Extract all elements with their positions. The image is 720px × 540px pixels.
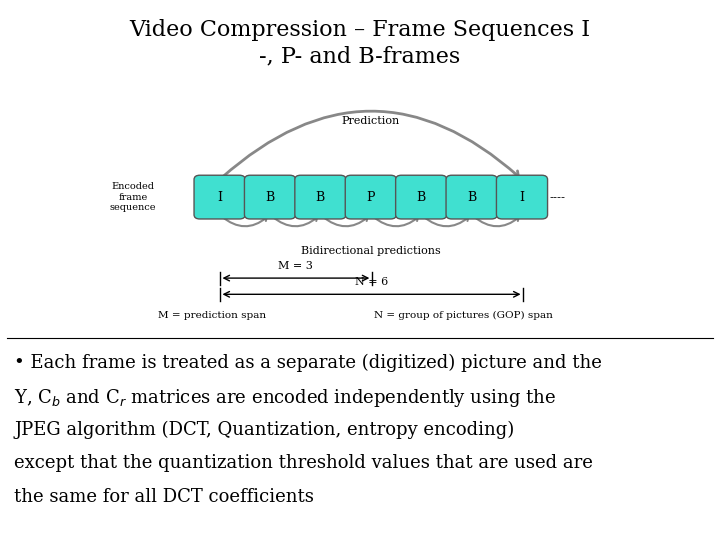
Text: the same for all DCT coefficients: the same for all DCT coefficients	[14, 488, 314, 505]
Text: I: I	[520, 191, 524, 204]
Text: M = 3: M = 3	[279, 261, 313, 271]
Text: B: B	[467, 191, 476, 204]
Text: Video Compression – Frame Sequences I: Video Compression – Frame Sequences I	[130, 19, 590, 40]
Text: -, P- and B-frames: -, P- and B-frames	[259, 46, 461, 68]
FancyBboxPatch shape	[295, 175, 346, 219]
Text: Y, C$_b$ and C$_r$ matrices are encoded independently using the: Y, C$_b$ and C$_r$ matrices are encoded …	[14, 387, 557, 409]
Text: except that the quantization threshold values that are used are: except that the quantization threshold v…	[14, 454, 593, 472]
FancyBboxPatch shape	[446, 175, 498, 219]
FancyArrowPatch shape	[423, 217, 468, 226]
Text: Bidirectional predictions: Bidirectional predictions	[301, 246, 441, 256]
FancyBboxPatch shape	[497, 175, 547, 219]
Text: I: I	[217, 191, 222, 204]
Text: B: B	[417, 191, 426, 204]
Text: B: B	[316, 191, 325, 204]
FancyArrowPatch shape	[272, 217, 317, 226]
FancyArrowPatch shape	[323, 217, 367, 226]
FancyArrowPatch shape	[474, 217, 518, 226]
Text: M = prediction span: M = prediction span	[158, 312, 266, 320]
FancyBboxPatch shape	[194, 175, 245, 219]
Text: N = group of pictures (GOP) span: N = group of pictures (GOP) span	[374, 312, 553, 320]
FancyArrowPatch shape	[222, 111, 518, 178]
Text: JPEG algorithm (DCT, Quantization, entropy encoding): JPEG algorithm (DCT, Quantization, entro…	[14, 421, 515, 439]
FancyBboxPatch shape	[346, 175, 396, 219]
Text: N = 6: N = 6	[355, 278, 388, 287]
FancyArrowPatch shape	[222, 217, 266, 226]
Text: ----: ----	[549, 192, 565, 202]
Text: B: B	[266, 191, 274, 204]
Text: P: P	[366, 191, 375, 204]
FancyArrowPatch shape	[373, 217, 418, 226]
FancyBboxPatch shape	[244, 175, 296, 219]
Text: Encoded
frame
sequence: Encoded frame sequence	[110, 182, 156, 212]
FancyBboxPatch shape	[396, 175, 446, 219]
Text: • Each frame is treated as a separate (digitized) picture and the: • Each frame is treated as a separate (d…	[14, 354, 602, 372]
Text: Prediction: Prediction	[342, 117, 400, 126]
